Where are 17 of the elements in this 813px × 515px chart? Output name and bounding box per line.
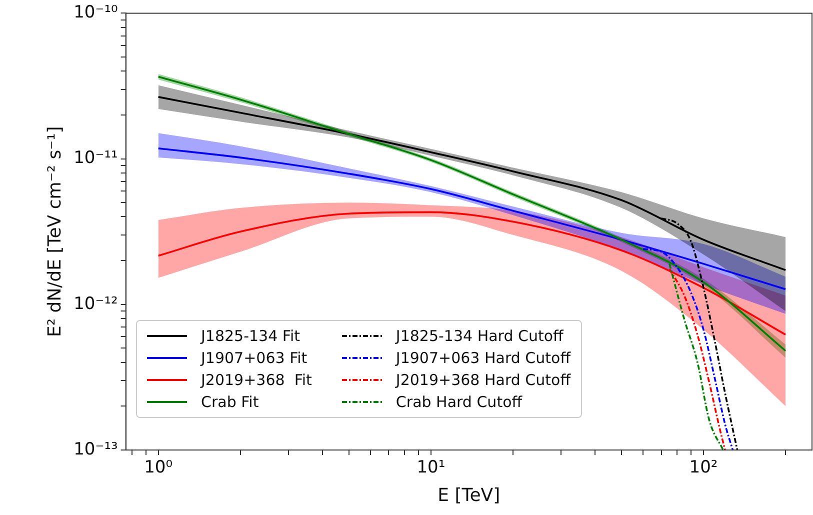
legend-label: J1825-134 Fit [201, 327, 300, 345]
x-tick-label: 10¹ [416, 458, 446, 478]
y-axis-title: E² dN/dE [TeV cm⁻² s⁻¹] [44, 126, 66, 338]
x-tick-label: 10² [689, 458, 718, 478]
legend-label: Crab Hard Cutoff [396, 393, 522, 411]
y-tick-label: 10⁻¹¹ [74, 148, 118, 168]
legend-label: J1907+063 Hard Cutoff [396, 349, 571, 367]
legend-label: J2019+368 Hard Cutoff [396, 371, 571, 389]
x-tick-label: 10⁰ [144, 458, 173, 478]
legend-label: Crab Fit [201, 393, 259, 411]
y-tick-label: 10⁻¹⁰ [74, 2, 118, 23]
legend-label: J1825-134 Hard Cutoff [396, 327, 564, 345]
legend-label: J1907+063 Fit [201, 349, 308, 367]
y-tick-label: 10⁻¹³ [74, 439, 118, 460]
y-tick-label: 10⁻¹² [74, 294, 118, 314]
x-axis-title: E [TeV] [438, 484, 500, 506]
legend-label: J2019+368 Fit [201, 371, 312, 389]
